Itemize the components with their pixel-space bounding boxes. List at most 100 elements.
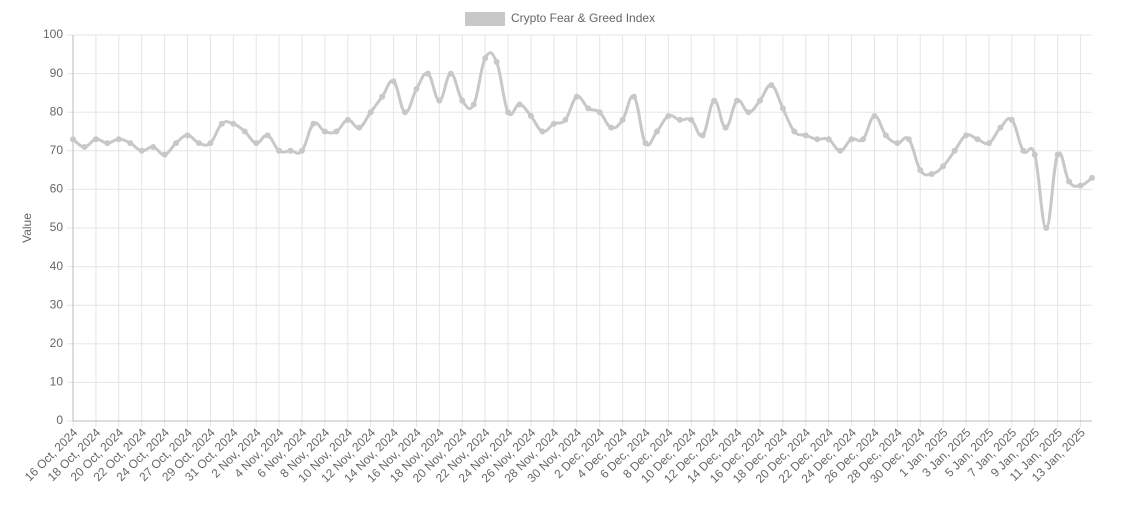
data-point xyxy=(642,140,649,147)
data-point xyxy=(379,93,386,100)
data-point xyxy=(940,163,947,170)
data-point xyxy=(837,147,844,154)
data-point xyxy=(184,132,191,139)
data-point xyxy=(310,120,317,127)
data-line xyxy=(72,51,1093,230)
data-point xyxy=(264,132,271,139)
data-point xyxy=(298,147,305,154)
data-point xyxy=(173,140,180,147)
data-point xyxy=(1089,174,1095,181)
data-point xyxy=(802,132,809,139)
data-point xyxy=(527,113,534,120)
y-tick-label: 70 xyxy=(50,143,64,157)
data-point xyxy=(459,97,466,104)
y-tick-label: 100 xyxy=(43,27,63,41)
data-point xyxy=(333,128,340,135)
data-point xyxy=(195,140,202,147)
data-point xyxy=(104,140,111,147)
data-point xyxy=(81,143,88,150)
data-point xyxy=(928,170,935,177)
data-point xyxy=(402,109,409,116)
y-tick-label: 20 xyxy=(50,336,64,350)
data-point xyxy=(825,136,832,143)
data-point xyxy=(482,55,489,62)
data-point xyxy=(917,167,924,174)
data-point xyxy=(356,124,363,131)
data-point xyxy=(92,136,99,143)
data-point xyxy=(814,136,821,143)
data-point xyxy=(997,124,1004,131)
data-point xyxy=(287,147,294,154)
data-point xyxy=(768,82,775,89)
data-point xyxy=(699,132,706,139)
data-point xyxy=(447,70,454,77)
data-point xyxy=(1066,178,1073,185)
y-tick-label: 50 xyxy=(50,220,64,234)
data-point xyxy=(985,140,992,147)
data-point xyxy=(230,120,237,127)
y-tick-label: 90 xyxy=(50,66,64,80)
data-point xyxy=(70,136,76,143)
data-point xyxy=(573,93,580,100)
data-point xyxy=(516,101,523,108)
data-point xyxy=(367,109,374,116)
data-point xyxy=(241,128,248,135)
data-point xyxy=(779,105,786,112)
y-tick-label: 30 xyxy=(50,297,64,311)
data-point xyxy=(1031,151,1038,158)
data-point xyxy=(138,147,145,154)
y-tick-label: 0 xyxy=(56,413,63,427)
data-point xyxy=(344,116,351,123)
data-point xyxy=(253,140,260,147)
data-point xyxy=(608,124,615,131)
legend-swatch xyxy=(465,12,505,26)
data-point xyxy=(115,136,122,143)
data-point xyxy=(665,113,672,120)
data-point xyxy=(631,93,638,100)
data-point xyxy=(676,116,683,123)
data-point xyxy=(619,116,626,123)
data-point xyxy=(470,101,477,108)
data-point xyxy=(127,140,134,147)
data-point xyxy=(894,140,901,147)
data-point xyxy=(493,59,500,66)
data-point xyxy=(207,140,214,147)
data-point xyxy=(745,109,752,116)
data-point xyxy=(905,136,912,143)
data-point xyxy=(848,136,855,143)
data-point xyxy=(505,109,512,116)
data-point xyxy=(974,136,981,143)
data-point xyxy=(1054,151,1061,158)
data-point xyxy=(150,143,157,150)
data-point xyxy=(390,78,397,85)
data-point xyxy=(722,124,729,131)
data-point xyxy=(734,97,741,104)
data-point xyxy=(161,151,168,158)
data-point xyxy=(653,128,660,135)
data-point xyxy=(218,120,225,127)
data-point xyxy=(1020,147,1027,154)
data-point xyxy=(951,147,958,154)
data-point xyxy=(585,105,592,112)
data-point xyxy=(963,132,970,139)
legend-label: Crypto Fear & Greed Index xyxy=(511,11,655,25)
data-point xyxy=(424,70,431,77)
y-tick-label: 80 xyxy=(50,104,64,118)
data-point xyxy=(791,128,798,135)
data-point xyxy=(413,86,420,93)
data-point xyxy=(276,147,283,154)
data-point xyxy=(436,97,443,104)
data-point xyxy=(688,116,695,123)
data-point xyxy=(860,136,867,143)
y-tick-label: 60 xyxy=(50,182,64,196)
data-point xyxy=(321,128,328,135)
y-axis-title: Value xyxy=(20,213,34,243)
data-point xyxy=(882,132,889,139)
data-point xyxy=(539,128,546,135)
data-point xyxy=(1043,225,1050,231)
data-point xyxy=(596,109,603,116)
data-point xyxy=(550,120,557,127)
data-point xyxy=(756,97,763,104)
data-point xyxy=(871,113,878,120)
